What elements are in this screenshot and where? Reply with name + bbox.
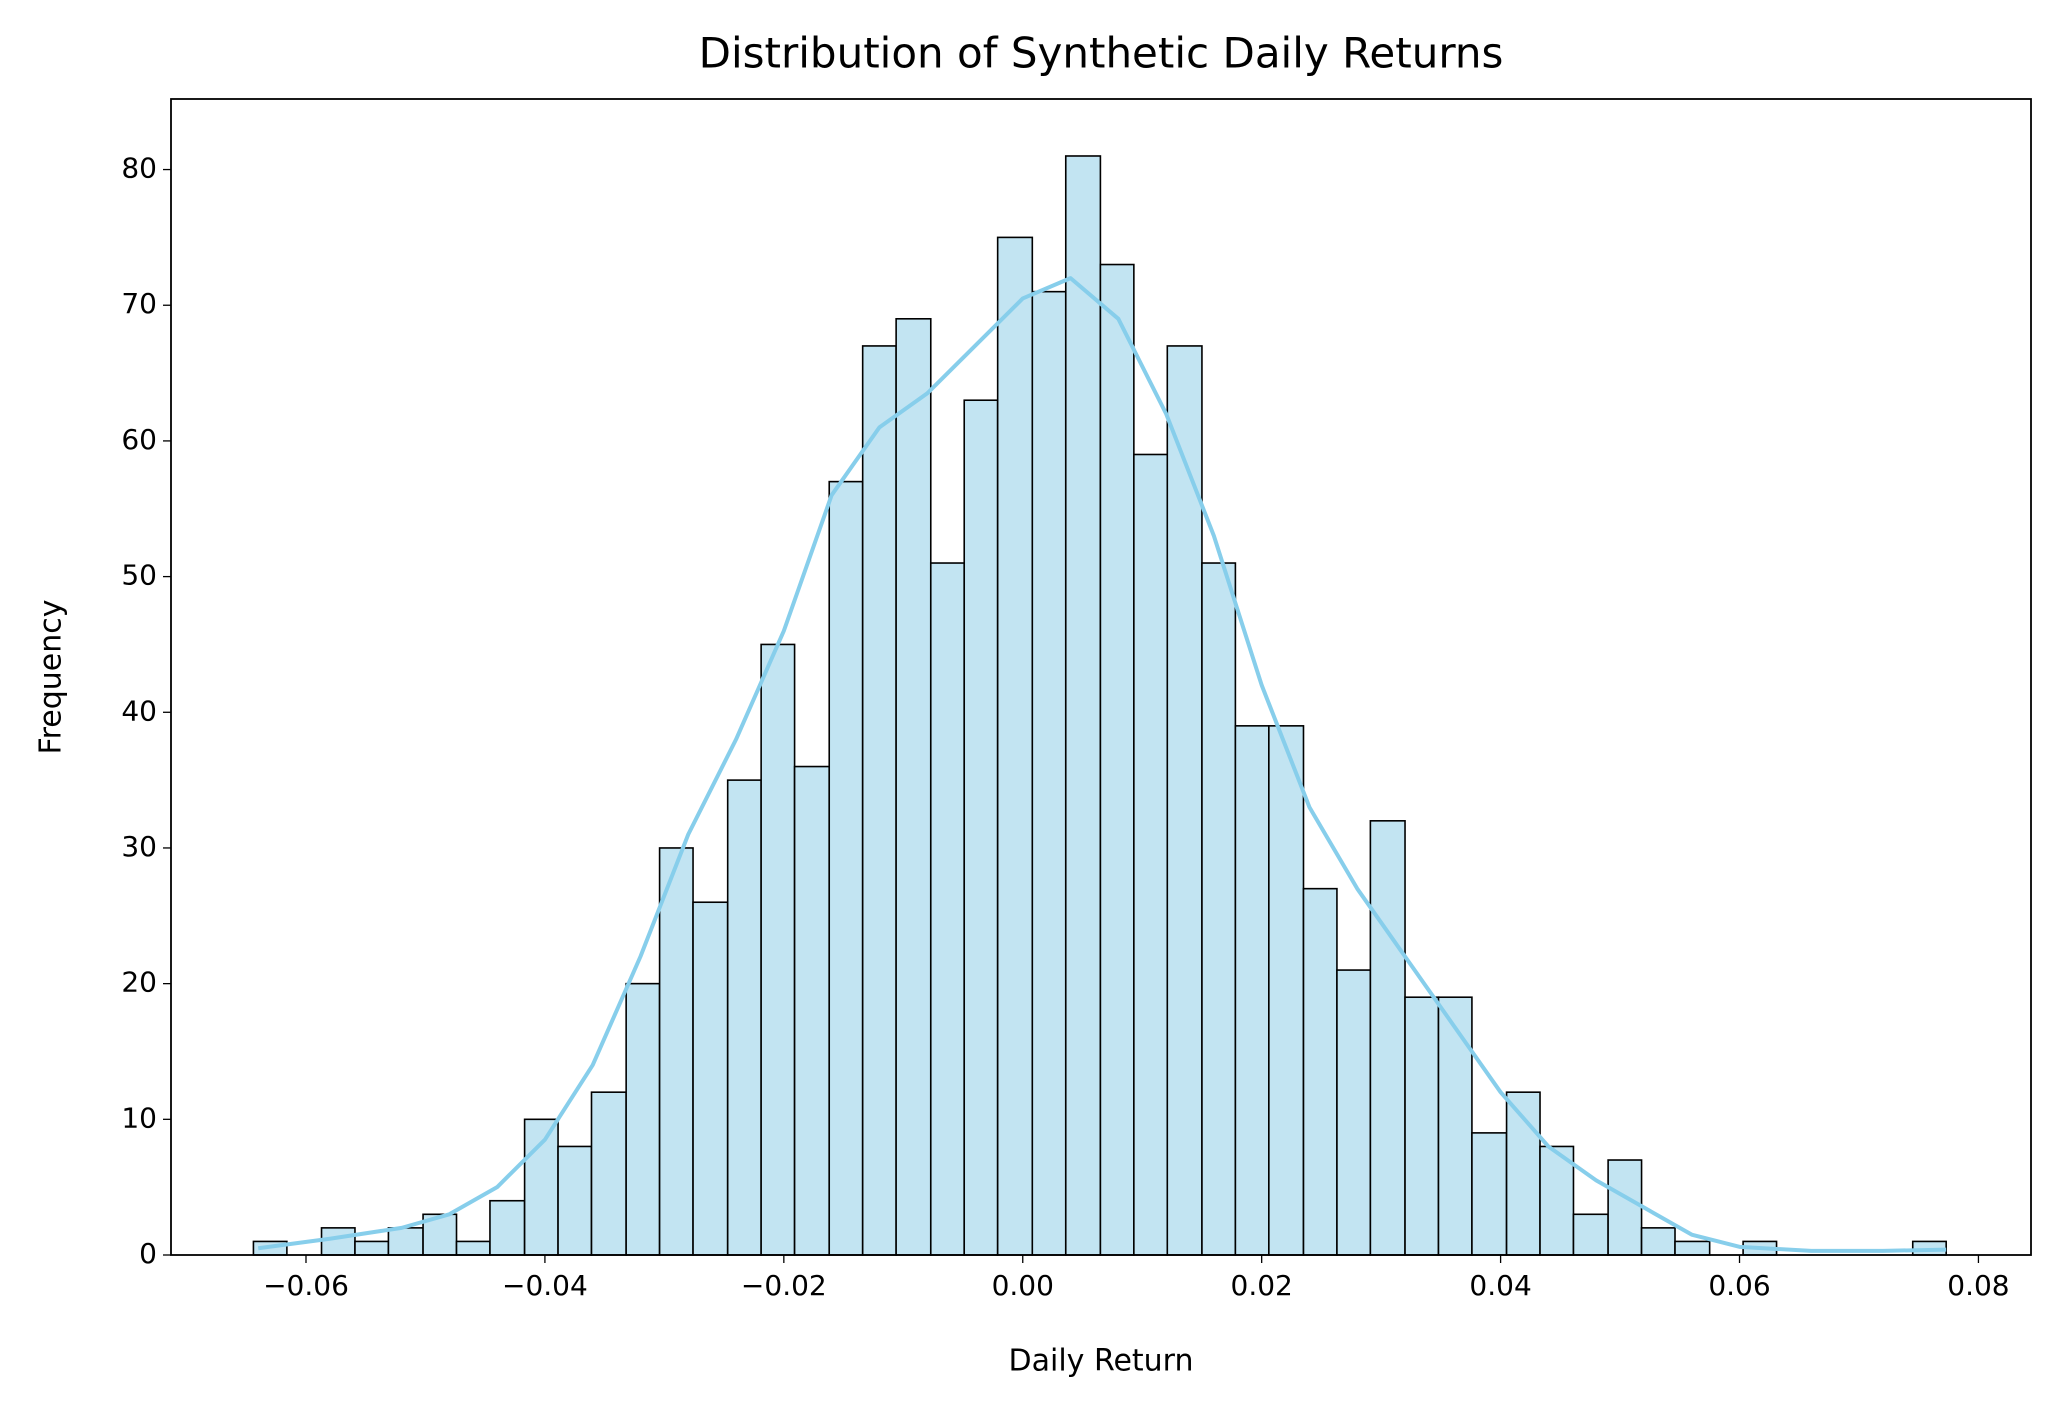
bar <box>489 1199 526 1256</box>
x-tick-label: 0.02 <box>1231 1269 1293 1302</box>
bar <box>1674 1240 1711 1256</box>
bar <box>1572 1213 1609 1256</box>
x-tick-label: 0.08 <box>1947 1269 2009 1302</box>
x-tick-label: 0.04 <box>1469 1269 1531 1302</box>
bar <box>895 318 932 1256</box>
bar <box>963 399 999 1256</box>
plot-frame <box>170 98 2032 1256</box>
bar <box>996 236 1034 1256</box>
x-tick-label: 0.06 <box>1708 1269 1770 1302</box>
bar <box>625 982 661 1256</box>
y-tick-label: 20 <box>121 966 157 999</box>
y-tick-label: 70 <box>121 287 157 320</box>
bar <box>1031 290 1067 1256</box>
bar <box>828 480 864 1256</box>
x-tick-label: −0.02 <box>741 1269 827 1302</box>
bar <box>1369 820 1406 1256</box>
bar <box>1234 725 1270 1256</box>
bar <box>320 1227 356 1256</box>
y-tick-label: 30 <box>121 830 157 863</box>
bar <box>455 1240 491 1256</box>
bar <box>1607 1159 1643 1256</box>
bar <box>354 1240 390 1256</box>
y-axis-label: Frequency <box>34 600 69 755</box>
bar <box>1133 453 1169 1256</box>
y-tick-label: 60 <box>121 423 157 456</box>
bar <box>793 765 831 1256</box>
bar <box>929 562 966 1256</box>
bar <box>760 643 796 1256</box>
bar <box>1166 345 1203 1256</box>
y-tick-label: 40 <box>121 694 157 727</box>
bar <box>1539 1145 1575 1256</box>
x-tick-label: −0.04 <box>502 1269 588 1302</box>
bar <box>1064 155 1102 1256</box>
bar <box>1099 263 1135 1256</box>
bar <box>557 1145 593 1256</box>
x-tick-label: −0.06 <box>263 1269 349 1302</box>
bar <box>1336 969 1372 1256</box>
bar <box>658 847 694 1256</box>
x-tick-label: 0.00 <box>992 1269 1054 1302</box>
bar <box>1640 1227 1676 1256</box>
y-tick-label: 50 <box>121 559 157 592</box>
y-tick-label: 10 <box>121 1101 157 1134</box>
bar <box>692 901 729 1256</box>
bar <box>1437 996 1473 1256</box>
x-axis-label: Daily Return <box>1009 1344 1194 1379</box>
kde-line <box>257 276 1947 1253</box>
bar <box>590 1091 627 1256</box>
bar <box>726 779 762 1256</box>
bar <box>387 1227 424 1256</box>
bar <box>1302 887 1338 1256</box>
bar <box>861 345 897 1256</box>
bar <box>523 1118 559 1256</box>
bar <box>1201 562 1237 1256</box>
bar <box>1268 725 1305 1256</box>
y-tick-label: 80 <box>121 152 157 185</box>
bar <box>1471 1132 1508 1256</box>
y-tick-label: 0 <box>139 1237 157 1270</box>
bar <box>1404 996 1440 1256</box>
chart-title: Distribution of Synthetic Daily Returns <box>699 29 1504 78</box>
